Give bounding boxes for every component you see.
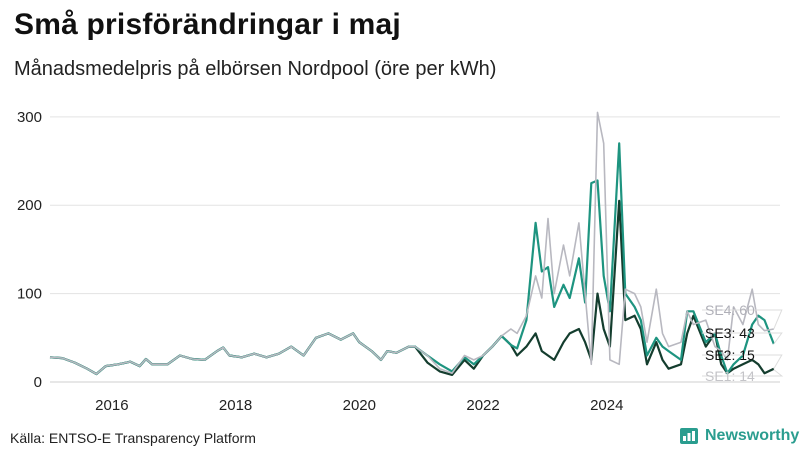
newsworthy-logo: Newsworthy	[680, 426, 799, 446]
x-tick-label: 2022	[466, 397, 499, 414]
x-tick-label: 2018	[219, 397, 252, 414]
y-tick-label: 100	[17, 286, 42, 303]
x-tick-label: 2024	[590, 397, 623, 414]
grid-lines	[50, 116, 780, 383]
chart-subtitle: Månadsmedelpris på elbörsen Nordpool (ör…	[14, 58, 497, 80]
newsworthy-icon	[680, 428, 698, 444]
end-label-se3: SE3: 43	[705, 325, 755, 341]
end-label-se2: SE2: 15	[705, 347, 755, 363]
x-tick-label: 2020	[343, 397, 376, 414]
x-axis-ticks: 2016 2018 2020 2022 2024	[95, 397, 623, 414]
y-tick-label: 300	[17, 109, 42, 126]
series-line-se4	[49, 111, 774, 375]
brand-label: Newsworthy	[705, 427, 800, 444]
y-axis-ticks: 0 100 200 300	[17, 109, 42, 391]
leader-line-se2	[702, 354, 783, 369]
leader-line-se4	[702, 309, 783, 330]
x-tick-label: 2016	[95, 397, 128, 414]
source-note: Källa: ENTSO-E Transparency Platform	[10, 430, 256, 446]
leader-line-se1	[702, 369, 784, 377]
series-end-labels: SE4: 60 SE3: 43 SE2: 15 SE1: 14	[702, 302, 784, 384]
leader-line-se3	[702, 332, 783, 345]
end-label-se1: SE1: 14	[705, 368, 755, 384]
end-label-se4: SE4: 60	[705, 302, 755, 318]
series-lines	[49, 111, 775, 376]
chart-title: Små prisförändringar i maj	[14, 8, 401, 41]
y-tick-label: 200	[17, 197, 42, 214]
y-tick-label: 0	[34, 374, 42, 391]
